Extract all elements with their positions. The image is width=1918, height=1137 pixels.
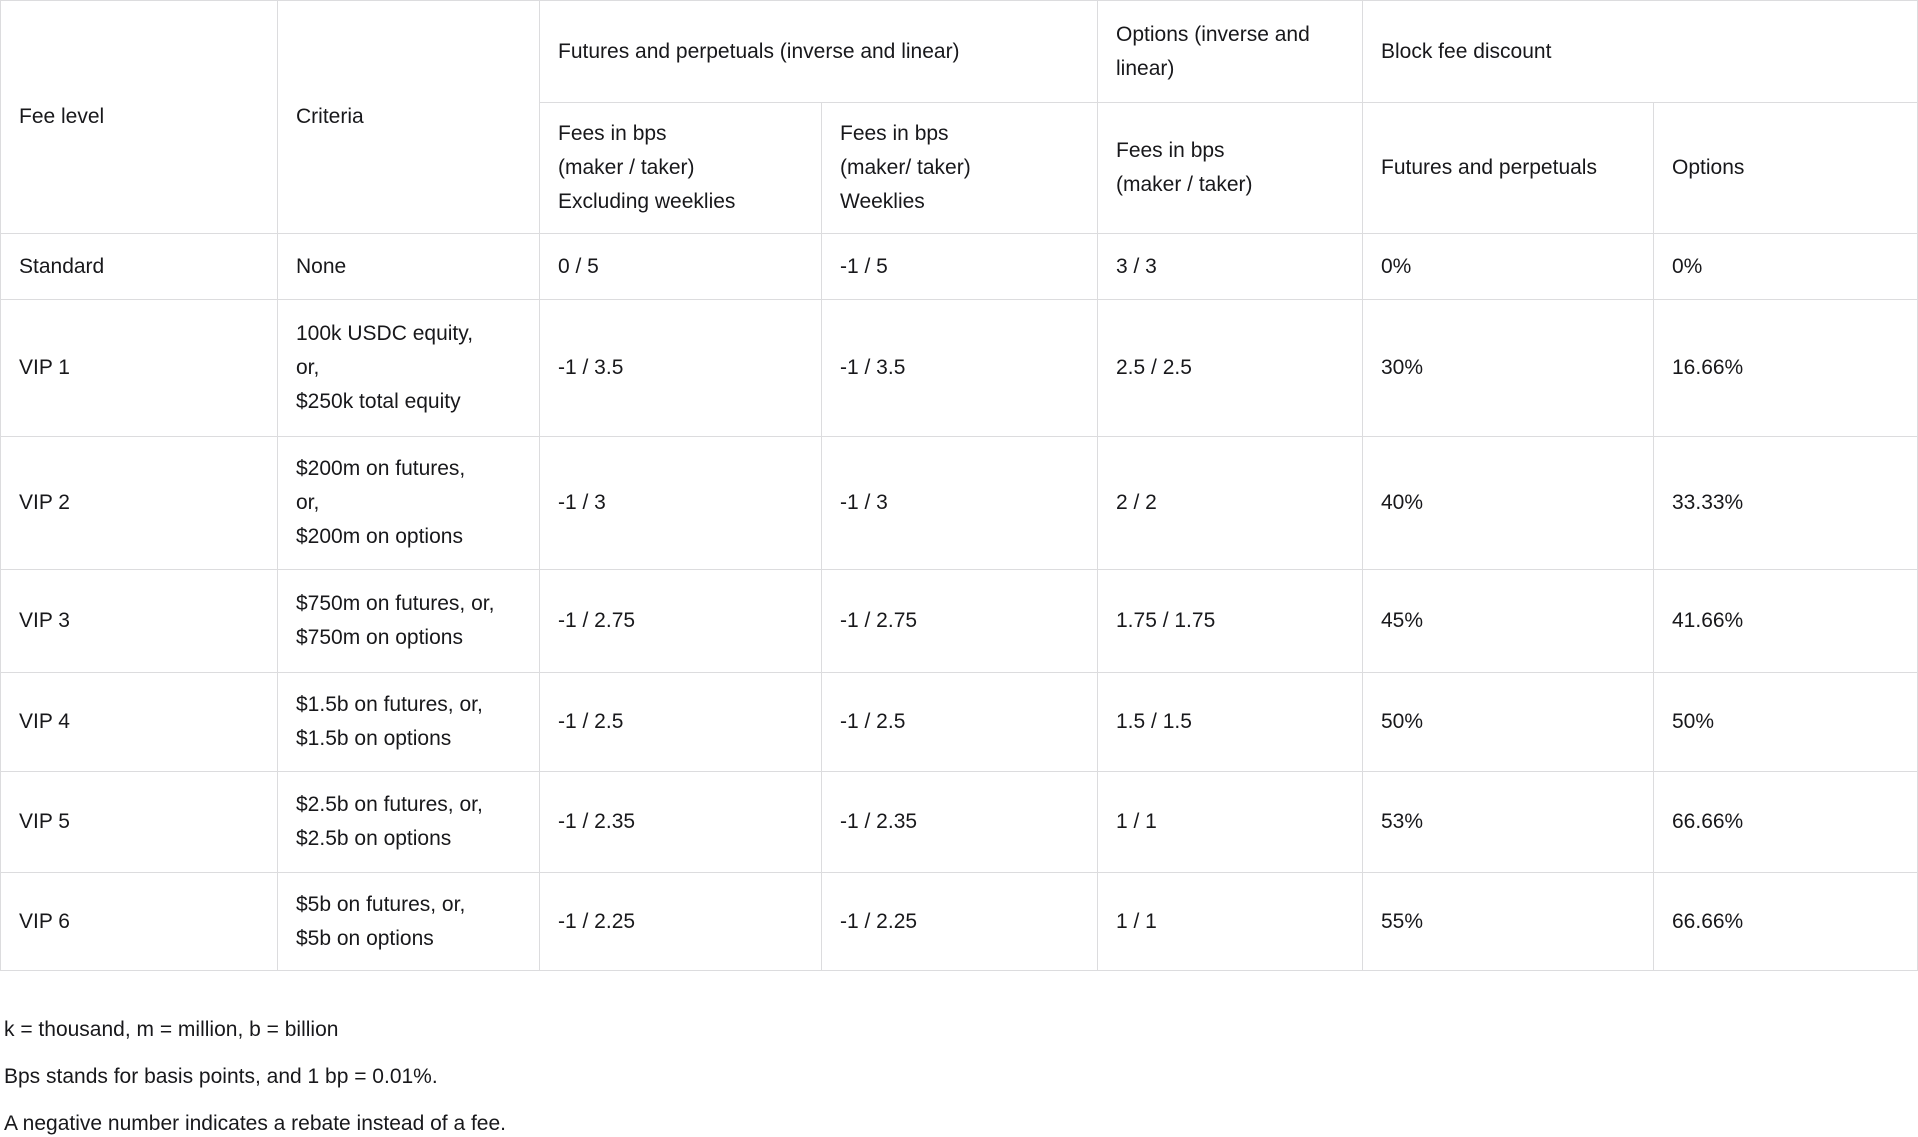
cell-block-futures: 0% [1362, 233, 1654, 300]
footnote-rebate: A negative number indicates a rebate ins… [4, 1112, 507, 1135]
column-header-fee-level: Fee level [0, 0, 278, 234]
cell-block-futures: 53% [1362, 771, 1654, 873]
cell-fee-level: VIP 3 [0, 569, 278, 673]
cell-options-fees: 1.75 / 1.75 [1097, 569, 1363, 673]
cell-futures-weeklies: -1 / 2.5 [821, 672, 1098, 772]
cell-options-fees: 2 / 2 [1097, 436, 1363, 570]
cell-futures-weeklies: -1 / 5 [821, 233, 1098, 300]
cell-criteria: None [277, 233, 540, 300]
cell-futures-excl-weeklies: -1 / 2.75 [539, 569, 822, 673]
table-row-standard: Standard None 0 / 5 -1 / 5 3 / 3 0% 0% [0, 233, 1918, 300]
column-header-block-options: Options [1653, 102, 1918, 234]
column-header-criteria: Criteria [277, 0, 540, 234]
cell-block-options: 50% [1653, 672, 1918, 772]
cell-futures-weeklies: -1 / 3.5 [821, 299, 1098, 437]
group-header-block-fee-discount: Block fee discount [1362, 0, 1918, 103]
cell-options-fees: 2.5 / 2.5 [1097, 299, 1363, 437]
cell-block-options: 16.66% [1653, 299, 1918, 437]
cell-block-options: 66.66% [1653, 872, 1918, 971]
cell-block-options: 41.66% [1653, 569, 1918, 673]
table-row-vip3: VIP 3 $750m on futures, or, $750m on opt… [0, 569, 1918, 673]
table-row-vip5: VIP 5 $2.5b on futures, or, $2.5b on opt… [0, 771, 1918, 873]
cell-block-futures: 55% [1362, 872, 1654, 971]
cell-futures-excl-weeklies: 0 / 5 [539, 233, 822, 300]
column-header-block-futures-perpetuals: Futures and perpetuals [1362, 102, 1654, 234]
cell-block-futures: 45% [1362, 569, 1654, 673]
cell-futures-weeklies: -1 / 3 [821, 436, 1098, 570]
column-header-fees-weeklies: Fees in bps (maker/ taker) Weeklies [821, 102, 1098, 234]
cell-fee-level: VIP 6 [0, 872, 278, 971]
cell-block-futures: 50% [1362, 672, 1654, 772]
cell-criteria: $5b on futures, or, $5b on options [277, 872, 540, 971]
cell-futures-excl-weeklies: -1 / 3.5 [539, 299, 822, 437]
cell-options-fees: 1 / 1 [1097, 771, 1363, 873]
cell-futures-excl-weeklies: -1 / 3 [539, 436, 822, 570]
cell-futures-excl-weeklies: -1 / 2.25 [539, 872, 822, 971]
cell-criteria: $200m on futures, or, $200m on options [277, 436, 540, 570]
fee-table-body: Standard None 0 / 5 -1 / 5 3 / 3 0% 0% V… [0, 233, 1918, 971]
cell-options-fees: 1 / 1 [1097, 872, 1363, 971]
cell-futures-weeklies: -1 / 2.35 [821, 771, 1098, 873]
header-sub-row: Fees in bps (maker / taker) Excluding we… [1, 102, 1918, 234]
footnotes: k = thousand, m = million, b = billion B… [4, 1013, 1918, 1137]
cell-fee-level: VIP 5 [0, 771, 278, 873]
group-header-options: Options (inverse and linear) [1097, 0, 1363, 103]
group-header-futures-perpetuals: Futures and perpetuals (inverse and line… [539, 0, 1098, 103]
fee-table-header: Fee level Criteria Futures and perpetual… [0, 0, 1918, 234]
cell-futures-weeklies: -1 / 2.25 [821, 872, 1098, 971]
cell-futures-excl-weeklies: -1 / 2.5 [539, 672, 822, 772]
footnote-units: k = thousand, m = million, b = billion [4, 1018, 339, 1041]
cell-criteria: $750m on futures, or, $750m on options [277, 569, 540, 673]
cell-block-options: 33.33% [1653, 436, 1918, 570]
cell-criteria: $1.5b on futures, or, $1.5b on options [277, 672, 540, 772]
cell-fee-level: VIP 1 [0, 299, 278, 437]
table-row-vip1: VIP 1 100k USDC equity, or, $250k total … [0, 299, 1918, 437]
cell-fee-level: VIP 4 [0, 672, 278, 772]
cell-fee-level: Standard [0, 233, 278, 300]
cell-fee-level: VIP 2 [0, 436, 278, 570]
table-row-vip2: VIP 2 $200m on futures, or, $200m on opt… [0, 436, 1918, 570]
table-row-vip6: VIP 6 $5b on futures, or, $5b on options… [0, 872, 1918, 971]
cell-block-options: 66.66% [1653, 771, 1918, 873]
column-header-fees-excluding-weeklies: Fees in bps (maker / taker) Excluding we… [539, 102, 822, 234]
cell-criteria: 100k USDC equity, or, $250k total equity [277, 299, 540, 437]
cell-options-fees: 3 / 3 [1097, 233, 1363, 300]
column-header-options-fees: Fees in bps (maker / taker) [1097, 102, 1363, 234]
cell-futures-excl-weeklies: -1 / 2.35 [539, 771, 822, 873]
table-row-vip4: VIP 4 $1.5b on futures, or, $1.5b on opt… [0, 672, 1918, 772]
fee-levels-table: Fee level Criteria Futures and perpetual… [0, 0, 1918, 971]
footnote-bps: Bps stands for basis points, and 1 bp = … [4, 1065, 438, 1088]
cell-block-futures: 40% [1362, 436, 1654, 570]
cell-block-options: 0% [1653, 233, 1918, 300]
header-group-row: Fee level Criteria Futures and perpetual… [0, 0, 1918, 234]
cell-block-futures: 30% [1362, 299, 1654, 437]
cell-criteria: $2.5b on futures, or, $2.5b on options [277, 771, 540, 873]
cell-options-fees: 1.5 / 1.5 [1097, 672, 1363, 772]
cell-futures-weeklies: -1 / 2.75 [821, 569, 1098, 673]
